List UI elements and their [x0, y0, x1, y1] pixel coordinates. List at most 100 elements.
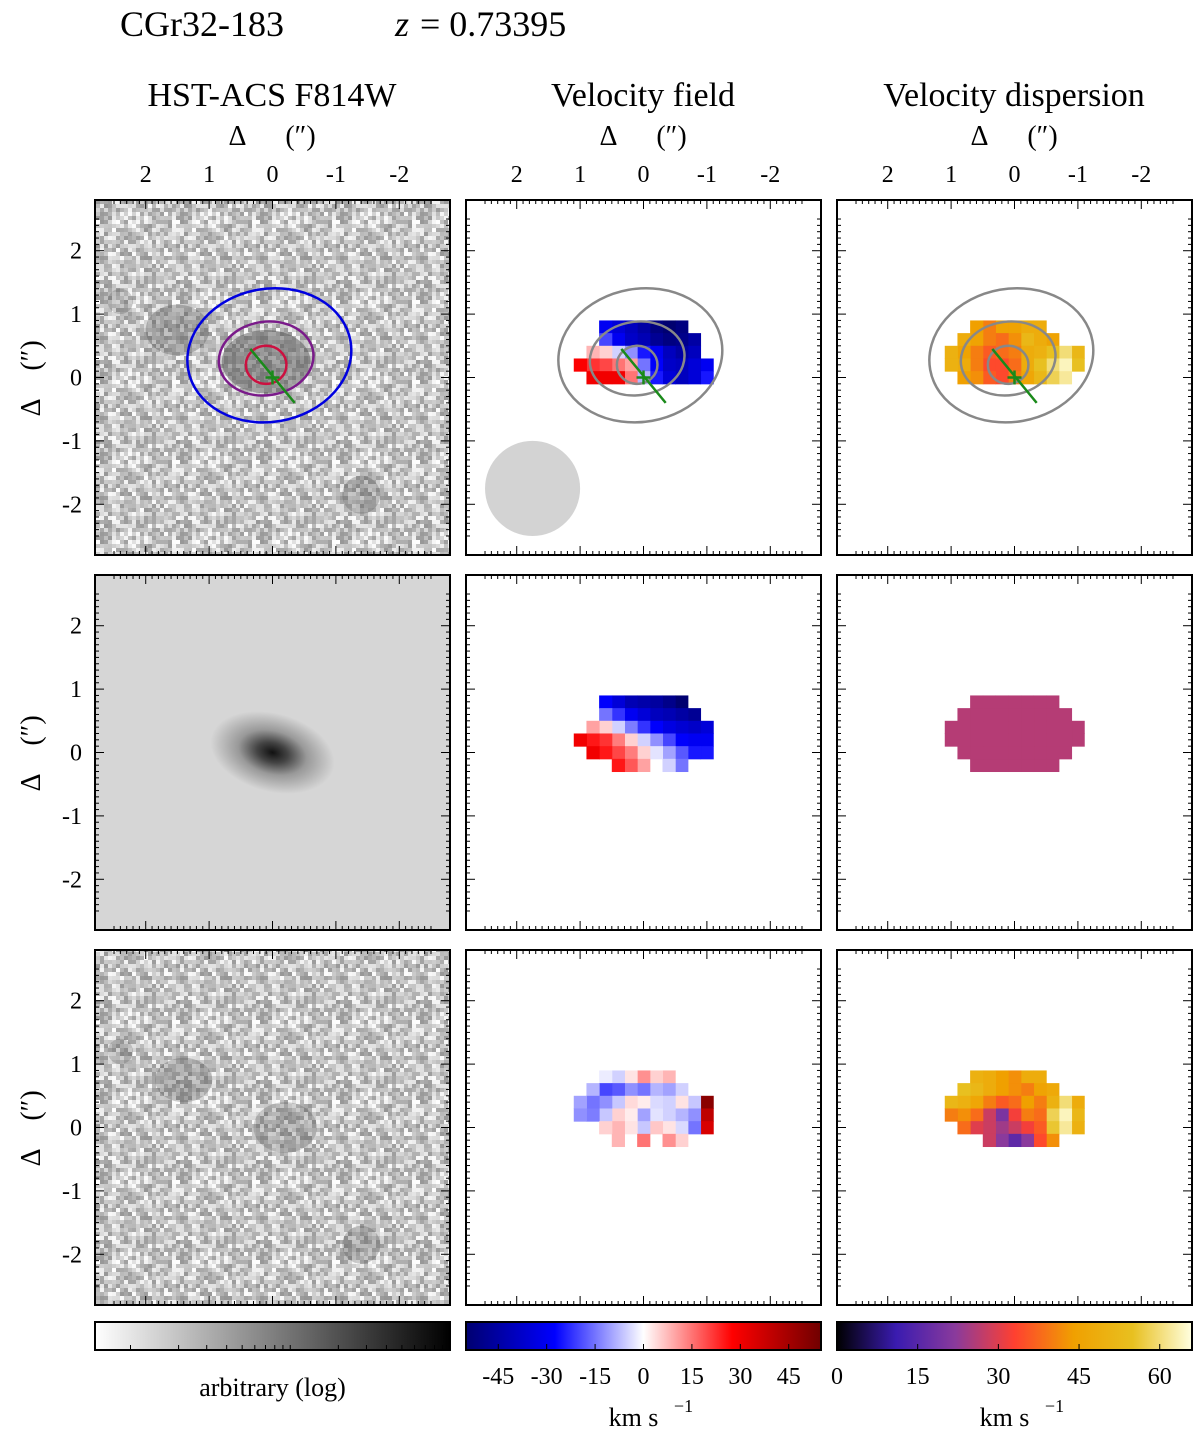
panel-velocity-observed: 2 1 0 -1 -2 Δ (″) [465, 121, 822, 556]
dispersion-pixel [1033, 1133, 1047, 1148]
dispersion-pixel [957, 733, 971, 747]
colorbar-image: arbitrary (log) [94, 1321, 451, 1402]
y-tick-label: -2 [62, 492, 82, 518]
dispersion-pixel [1071, 733, 1085, 747]
dispersion-pixel [1071, 1121, 1085, 1135]
y-axis-unit: (″) [16, 340, 47, 370]
dispersion-pixel [1033, 733, 1047, 747]
dispersion-pixel [1033, 746, 1047, 760]
velocity-pixel [637, 733, 651, 747]
velocity-pixel [649, 695, 664, 709]
velocity-pixel [599, 1070, 613, 1084]
velocity-pixel [662, 733, 676, 747]
dispersion-pixel [944, 345, 958, 359]
dispersion-pixel [995, 746, 1009, 760]
column-title-dispersion: Velocity dispersion [883, 77, 1145, 114]
dispersion-pixel [1058, 708, 1073, 722]
dispersion-pixel [982, 333, 996, 347]
dispersion-pixel [970, 371, 984, 385]
y-tick-label: 1 [70, 677, 82, 703]
velocity-pixel [611, 758, 625, 773]
velocity-pixel [675, 733, 689, 747]
velocity-pixel [700, 733, 714, 747]
velocity-pixel [700, 720, 714, 734]
velocity-pixel [675, 708, 689, 722]
flux-contour [186, 286, 353, 424]
dispersion-pixel [995, 1083, 1009, 1097]
dispersion-pixel [970, 1121, 984, 1135]
y-axis-label: Δ [16, 1148, 47, 1166]
velocity-pixel [637, 1133, 651, 1148]
y-tick-label: 2 [70, 614, 82, 640]
colorbar-velocity: -45 -30 -15 0 15 30 45 km s −1 [465, 1321, 822, 1432]
dispersion-pixel [957, 1083, 971, 1097]
velocity-pixel [649, 1070, 664, 1084]
dispersion-pixel [982, 1095, 996, 1109]
redshift-variable: z [394, 4, 409, 44]
dispersion-pixel [1020, 758, 1035, 773]
velocity-pixel [675, 1083, 689, 1097]
panel-frame [465, 199, 822, 556]
velocity-pixel [611, 1133, 625, 1148]
dispersion-pixel [1020, 1095, 1035, 1109]
dispersion-pixel [982, 1133, 996, 1148]
dispersion-pixel [957, 708, 971, 722]
dispersion-pixel [1046, 1083, 1060, 1097]
velocity-pixel [637, 720, 651, 734]
galaxy-model [210, 711, 335, 794]
velocity-pixel [687, 708, 702, 722]
flux-contour [959, 320, 1057, 397]
velocity-pixel [637, 1083, 651, 1097]
dispersion-pixel [970, 1095, 984, 1109]
dispersion-pixel [982, 371, 996, 385]
x-tick-label: 1 [574, 162, 586, 188]
panel-dispersion-residual [836, 949, 1193, 1306]
velocity-pixel [624, 746, 638, 760]
velocity-pixel [611, 746, 625, 760]
velocity-pixel [599, 1121, 613, 1135]
y-axis-label: Δ [16, 398, 47, 416]
velocity-pixel [599, 371, 613, 385]
panel-frame [465, 949, 822, 1306]
velocity-pixel [611, 358, 625, 372]
x-tick-label: 2 [140, 162, 152, 188]
dispersion-pixel [1058, 733, 1073, 747]
velocity-pixel [624, 733, 638, 747]
velocity-pixel [611, 695, 625, 709]
dispersion-pixel [1020, 695, 1035, 709]
dispersion-pixel [1033, 720, 1047, 734]
dispersion-pixel [1008, 708, 1022, 722]
panel-hst-model: 2 1 0 -1 -2 Δ (″) [16, 574, 451, 931]
dispersion-pixel [1033, 333, 1047, 347]
velocity-pixel [624, 358, 638, 372]
dispersion-pixel [1020, 371, 1035, 385]
velocity-pixel [573, 1095, 587, 1109]
velocity-pixel [687, 345, 702, 359]
dispersion-pixel [1071, 1095, 1085, 1109]
x-axis-label: Δ [599, 121, 617, 152]
velocity-pixel [662, 1108, 676, 1122]
dispersion-pixel [1008, 733, 1022, 747]
dispersion-pixel [957, 1095, 971, 1109]
dispersion-pixel [970, 758, 984, 773]
dispersion-pixel [1033, 345, 1047, 359]
velocity-pixel [649, 1095, 664, 1109]
velocity-pixel [649, 1121, 664, 1135]
dispersion-pixel [1020, 1121, 1035, 1135]
velocity-pixel [624, 1070, 638, 1084]
dispersion-pixel [982, 746, 996, 760]
velocity-pixel [700, 358, 714, 372]
dispersion-pixel [1058, 746, 1073, 760]
y-tick-label: -1 [62, 804, 82, 830]
dispersion-pixel [982, 1070, 996, 1084]
dispersion-pixel [970, 708, 984, 722]
y-axis-label: Δ [16, 773, 47, 791]
velocity-pixel [637, 358, 651, 372]
velocity-pixel [624, 1108, 638, 1122]
y-tick-label: 1 [70, 1052, 82, 1078]
velocity-pixel [675, 758, 689, 773]
velocity-pixel [586, 720, 600, 734]
velocity-pixel [662, 1133, 676, 1148]
panel-hst-observed: 2 1 0 -1 -2 Δ (″) 2 1 0 -1 -2 Δ (″) [16, 121, 451, 556]
